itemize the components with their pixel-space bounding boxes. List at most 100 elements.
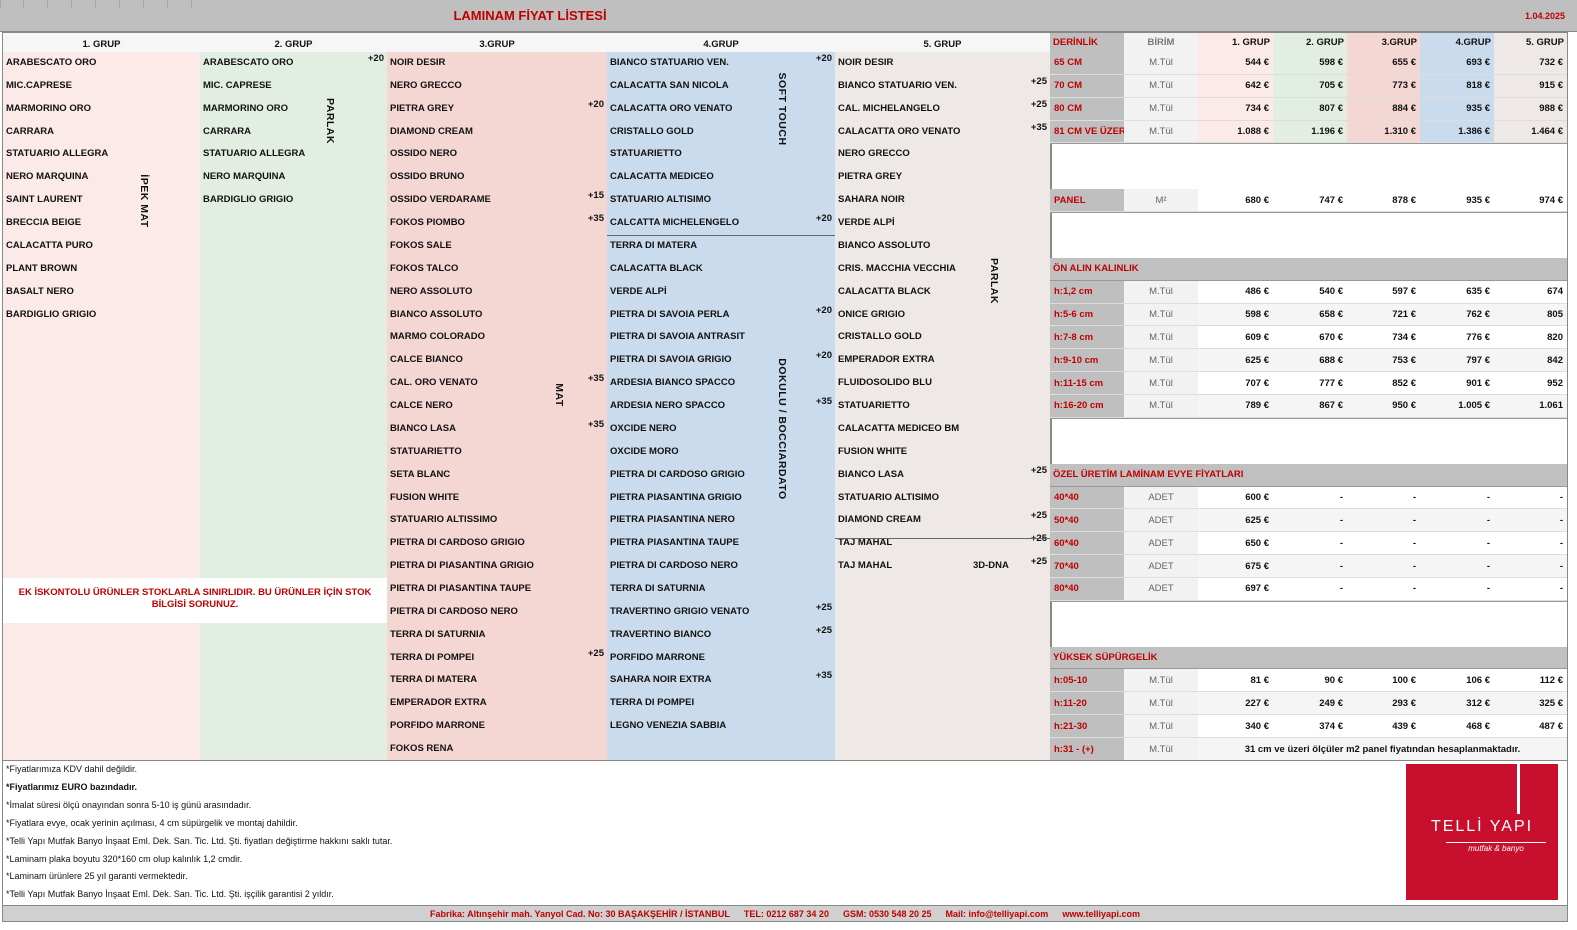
price-cell: 312 € bbox=[1420, 692, 1494, 716]
unit-cell: M.Tül bbox=[1124, 738, 1198, 761]
sheet-date: 1.04.2025 bbox=[1524, 11, 1565, 21]
price-cell: 952 bbox=[1494, 372, 1567, 396]
price-cell: 439 € bbox=[1347, 715, 1420, 739]
surcharge: +25 bbox=[1030, 510, 1047, 522]
product-name: CALACATTA ORO VENATO bbox=[838, 125, 961, 137]
price-cell: 486 € bbox=[1198, 280, 1273, 304]
product-name: BARDIGLIO GRIGIO bbox=[6, 308, 97, 320]
section-box bbox=[1050, 417, 1567, 419]
unit-cell: M.Tül bbox=[1124, 372, 1198, 396]
price-cell: - bbox=[1347, 509, 1420, 533]
unit-cell: ADET bbox=[1124, 532, 1198, 556]
row-label: h:5-6 cm bbox=[1050, 303, 1124, 327]
divider-line bbox=[835, 538, 1050, 540]
column-header: BİRİM bbox=[1124, 32, 1198, 53]
unit-cell: M.Tül bbox=[1124, 120, 1198, 144]
product-name: PIETRA PIASANTINA TAUPE bbox=[610, 537, 739, 549]
product-name: DIAMOND CREAM bbox=[390, 125, 473, 137]
price-cell: 597 € bbox=[1347, 280, 1420, 304]
finish-label: SOFT TOUCH bbox=[776, 72, 788, 146]
price-cell: 950 € bbox=[1347, 395, 1420, 418]
product-name: TERRA DI SATURNIA bbox=[610, 583, 706, 594]
product-name: PIETRA PIASANTINA NERO bbox=[610, 514, 735, 526]
finish-label: PARLAK bbox=[324, 97, 336, 144]
product-name: TRAVERTINO BIANCO bbox=[610, 628, 712, 640]
price-cell: - bbox=[1420, 486, 1494, 510]
price-cell: 1.464 € bbox=[1494, 120, 1567, 144]
column-header: DERİNLİK bbox=[1050, 32, 1124, 53]
product-name: FLUIDOSOLIDO BLU bbox=[838, 377, 932, 389]
row-label: 40*40 bbox=[1050, 486, 1124, 510]
product-name: TERRA DI MATERA bbox=[610, 239, 698, 251]
price-cell: 818 € bbox=[1420, 74, 1494, 98]
product-name: CALACATTA BLACK bbox=[838, 285, 931, 297]
product-name: FOKOS RENA bbox=[390, 743, 454, 755]
product-name: SAHARA NOIR EXTRA bbox=[610, 674, 712, 686]
grid-line bbox=[47, 0, 48, 8]
row-label: 70 CM bbox=[1050, 74, 1124, 98]
row-label: 50*40 bbox=[1050, 509, 1124, 533]
product-name: ONICE GRIGIO bbox=[838, 308, 906, 320]
product-name: PIETRA DI SAVOIA ANTRASIT bbox=[610, 331, 745, 343]
section-title: ÖZEL ÜRETİM LAMİNAM EVYE FİYATLARI bbox=[1050, 463, 1567, 487]
product-name: BIANCO LASA bbox=[838, 468, 904, 480]
price-cell: - bbox=[1273, 555, 1347, 578]
price-cell: 249 € bbox=[1273, 692, 1347, 716]
product-name: NOIR DESIR bbox=[390, 57, 446, 68]
surcharge: +15 bbox=[587, 190, 604, 202]
product-name: PIETRA GREY bbox=[390, 102, 455, 114]
note-line: *Laminam ürünlere 25 yıl garanti vermekt… bbox=[6, 871, 188, 882]
grid-line bbox=[143, 0, 144, 8]
unit-cell: M.Tül bbox=[1124, 669, 1198, 693]
unit-cell: ADET bbox=[1124, 509, 1198, 533]
product-name: CALCE NERO bbox=[390, 400, 453, 412]
column-header: 5. GRUP bbox=[1494, 32, 1567, 53]
product-name: PIETRA DI CARDOSO NERO bbox=[390, 605, 518, 617]
product-note: 3D-DNA bbox=[973, 560, 1009, 572]
row-label: h:05-10 bbox=[1050, 669, 1124, 693]
unit-cell: M.Tül bbox=[1124, 74, 1198, 98]
price-cell: - bbox=[1420, 555, 1494, 578]
product-name: CAL. ORO VENATO bbox=[390, 377, 478, 389]
footer: Fabrika: Altınşehir mah. Yanyol Cad. No:… bbox=[3, 905, 1567, 921]
note-line: *Fiyatlarımıza KDV dahil değildir. bbox=[6, 764, 138, 774]
divider-line bbox=[607, 234, 835, 236]
product-name: PIETRA DI PIASANTINA TAUPE bbox=[390, 583, 532, 594]
product-name: OXCIDE NERO bbox=[610, 422, 677, 434]
price-cell: - bbox=[1494, 555, 1567, 578]
section-box bbox=[1050, 143, 1567, 145]
price-cell: 734 € bbox=[1347, 326, 1420, 350]
price-cell: 820 bbox=[1494, 326, 1567, 350]
finish-label: İPEK MAT bbox=[138, 173, 150, 228]
price-cell: 674 bbox=[1494, 280, 1567, 304]
unit-cell: ADET bbox=[1124, 555, 1198, 578]
notes-area bbox=[3, 760, 1567, 905]
price-cell: 625 € bbox=[1198, 509, 1273, 533]
price-cell: 901 € bbox=[1420, 372, 1494, 396]
product-name: NERO MARQUINA bbox=[203, 171, 286, 183]
price-cell: 762 € bbox=[1420, 303, 1494, 327]
product-name: STATUARIETTO bbox=[390, 445, 462, 457]
group-column bbox=[200, 52, 387, 760]
surcharge: +20 bbox=[367, 53, 384, 64]
surcharge: +20 bbox=[815, 350, 832, 362]
product-name: BIANCO ASSOLUTO bbox=[390, 308, 483, 320]
unit-cell: M.Tül bbox=[1124, 326, 1198, 350]
product-name: FOKOS PIOMBO bbox=[390, 217, 465, 229]
note-line: *Fiyatlarımız EURO bazındadır. bbox=[6, 781, 138, 792]
row-label: h:7-8 cm bbox=[1050, 326, 1124, 350]
product-name: STATUARIO ALTISIMO bbox=[610, 194, 711, 206]
price-cell: 625 € bbox=[1198, 349, 1273, 373]
unit-cell: M.Tül bbox=[1124, 715, 1198, 739]
price-cell: 734 € bbox=[1198, 97, 1273, 121]
price-cell: 680 € bbox=[1198, 189, 1273, 213]
product-name: PLANT BROWN bbox=[6, 262, 78, 274]
product-name: TERRA DI POMPEI bbox=[610, 697, 695, 709]
product-name: MARMORINO ORO bbox=[6, 102, 91, 114]
finish-label: DOKULU / BOCCIARDATO bbox=[776, 358, 788, 501]
product-name: PIETRA GREY bbox=[838, 171, 903, 183]
group-column bbox=[387, 52, 607, 760]
product-name: SETA BLANC bbox=[390, 468, 451, 480]
price-cell: 340 € bbox=[1198, 715, 1273, 739]
sheet-title: LAMINAM FİYAT LİSTESİ bbox=[453, 8, 607, 23]
